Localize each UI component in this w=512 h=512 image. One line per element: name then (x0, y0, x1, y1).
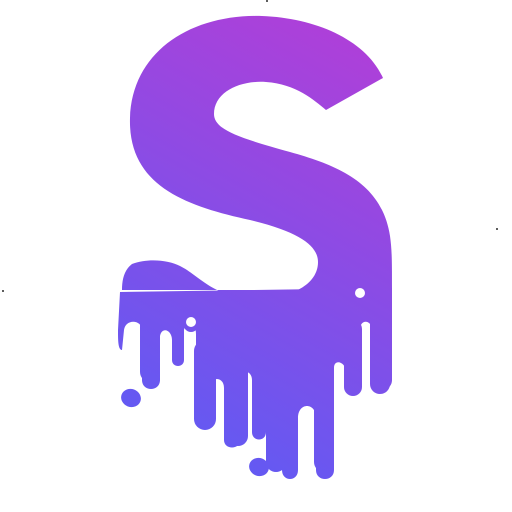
drip-7 (370, 312, 390, 394)
s-letter-body (122, 15, 392, 299)
drop-2 (249, 457, 269, 477)
drop-1 (121, 388, 141, 408)
drip-6 (344, 320, 362, 396)
highlight-dot-2 (186, 317, 196, 327)
speck (496, 228, 498, 230)
drip-3 (228, 340, 248, 446)
highlight-dot (355, 288, 365, 298)
speck (2, 290, 4, 292)
speck (266, 0, 268, 2)
drip-4 (266, 360, 286, 472)
drip-2 (194, 340, 216, 430)
drip-1 (140, 312, 160, 382)
drip-5 (314, 340, 334, 472)
